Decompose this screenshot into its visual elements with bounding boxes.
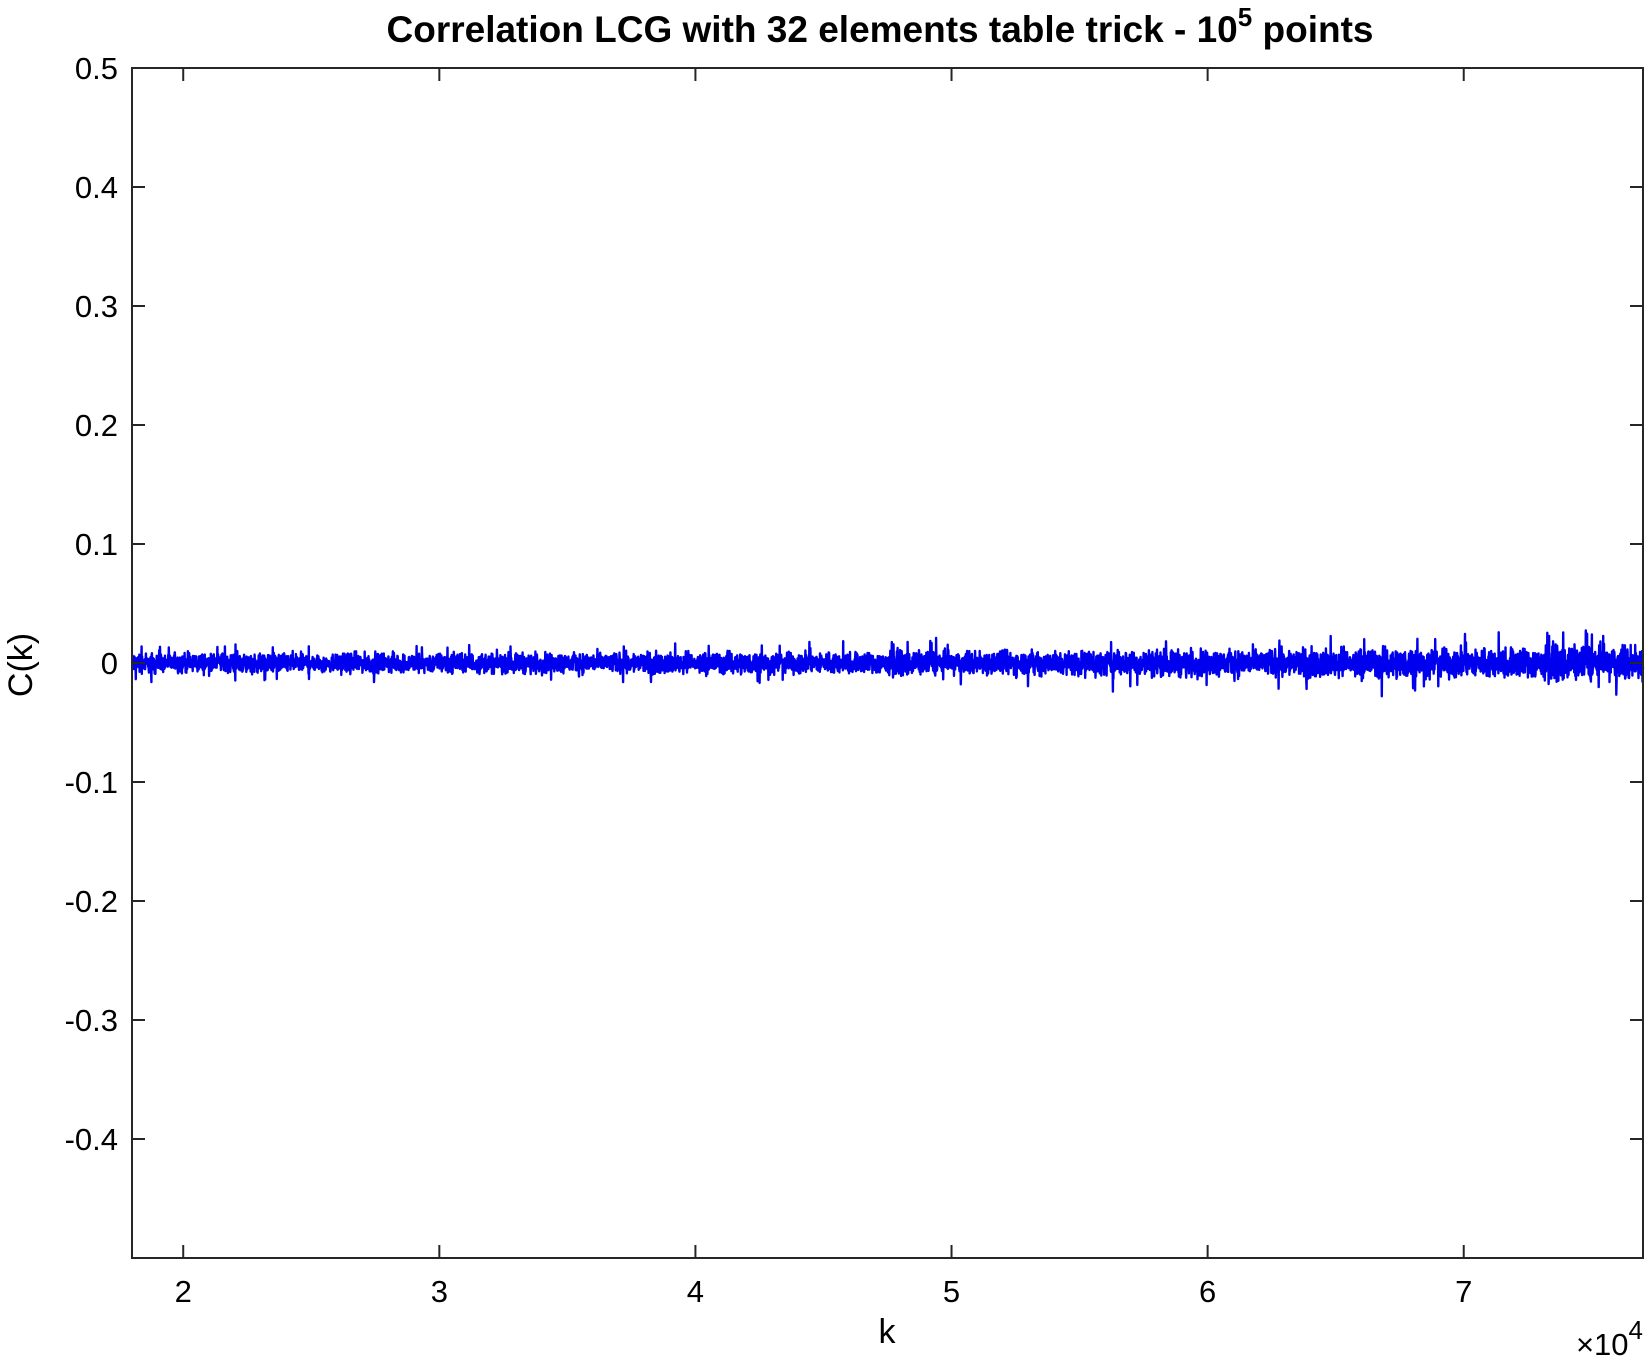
- x-axis-exponent-power: 4: [1629, 1315, 1643, 1345]
- x-axis-label: k: [879, 1313, 897, 1351]
- y-tick-label: 0.1: [75, 527, 118, 562]
- series-layer: [130, 629, 1645, 698]
- y-tick-label: -0.3: [65, 1003, 118, 1038]
- y-tick-label: 0.3: [75, 289, 118, 324]
- y-tick-label: 0: [101, 646, 118, 681]
- series-line: [130, 629, 1645, 698]
- y-tick-label: -0.2: [65, 884, 118, 919]
- x-tick-label: 5: [943, 1274, 960, 1309]
- y-tick-label: 0.2: [75, 408, 118, 443]
- x-tick-label: 6: [1199, 1274, 1216, 1309]
- x-tick-label: 2: [175, 1274, 192, 1309]
- y-tick-label: -0.4: [65, 1122, 118, 1157]
- y-tick-label: -0.1: [65, 765, 118, 800]
- y-tick-label: 0.5: [75, 51, 118, 86]
- chart-title: Correlation LCG with 32 elements table t…: [387, 2, 1374, 50]
- x-tick-label: 4: [687, 1274, 704, 1309]
- chart-title-suffix: points: [1252, 9, 1373, 50]
- x-tick-label: 3: [431, 1274, 448, 1309]
- x-axis-exponent: ×104: [1576, 1315, 1643, 1361]
- x-axis-exponent-base: ×10: [1576, 1327, 1629, 1361]
- y-tick-label: 0.4: [75, 170, 118, 205]
- chart-title-main: Correlation LCG with 32 elements table t…: [387, 9, 1238, 50]
- chart-title-superscript: 5: [1238, 2, 1252, 32]
- axes-layer: 2 3 4 5 6 7 -0.4 -0.3 -0.2 -0.1 0 0.1 0.2 0.3 0.4 0.5: [65, 51, 1644, 1309]
- y-axis-label: C(k): [2, 633, 40, 697]
- x-tick-label: 7: [1455, 1274, 1472, 1309]
